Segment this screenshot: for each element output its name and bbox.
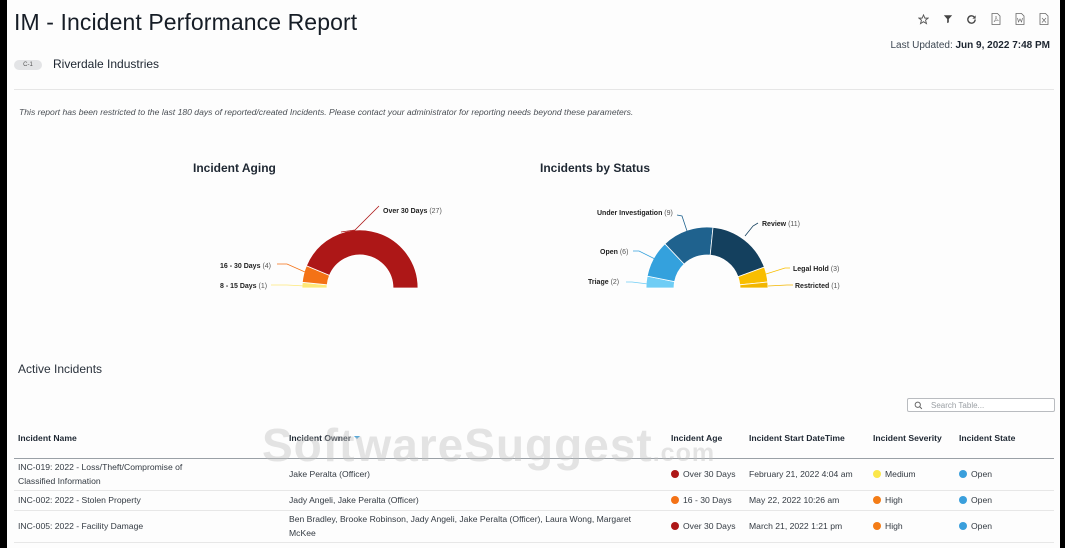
aging-label-over-30: Over 30 Days (27): [383, 208, 442, 215]
age-status-dot: [671, 522, 679, 530]
aging-label-8-15: 8 - 15 Days (1): [220, 283, 267, 290]
star-icon[interactable]: [917, 12, 930, 26]
table-row[interactable]: INC-019: 2022 - Loss/Theft/Compromise of…: [14, 458, 1054, 491]
incident-age: Over 30 Days: [667, 458, 745, 491]
status-label-legal-hold: Legal Hold (3): [793, 266, 839, 273]
word-icon[interactable]: [1013, 12, 1026, 26]
refresh-icon[interactable]: [965, 12, 978, 26]
company-name: Riverdale Industries: [53, 57, 160, 71]
status-donut: Under Investigation (9) Review (11) Open…: [588, 210, 840, 290]
incident-name[interactable]: INC-005: 2022 - Facility Damage: [14, 510, 285, 543]
active-incidents-title: Active Incidents: [18, 362, 103, 376]
aging-donut: Over 30 Days (27) 16 - 30 Days (4) 8 - 1…: [220, 205, 442, 290]
incident-owner: Ben Bradley, Brooke Robinson, Jady Angel…: [285, 510, 667, 543]
table-header-row: Incident Name Incident Owner Incident Ag…: [14, 418, 1054, 459]
incident-age: Over 30 Days: [667, 510, 745, 543]
incident-state: Open: [955, 458, 1054, 491]
last-updated-value: Jun 9, 2022 7:48 PM: [955, 40, 1051, 51]
status-chart-title: Incidents by Status: [540, 161, 651, 175]
severity-dot: [873, 496, 881, 504]
search-input[interactable]: [931, 400, 1051, 410]
column-header-incident-age[interactable]: Incident Age: [667, 418, 745, 459]
incident-start: March 21, 2022 1:21 pm: [745, 510, 869, 543]
column-header-incident-owner[interactable]: Incident Owner: [285, 418, 667, 459]
incident-severity: High: [869, 510, 955, 543]
incident-age: 16 - 30 Days: [667, 490, 745, 511]
status-slice-restricted[interactable]: [739, 281, 769, 289]
incident-state: Open: [955, 490, 1054, 511]
report-toolbar: [917, 12, 1050, 26]
incident-owner: Jady Angeli, Jake Peralta (Officer): [285, 490, 667, 511]
header-divider: [14, 89, 1054, 90]
incident-start: May 22, 2022 10:26 am: [745, 490, 869, 511]
sort-desc-icon: [354, 435, 361, 439]
incident-start: February 21, 2022 4:04 am: [745, 458, 869, 491]
company-badge: C-1: [14, 60, 42, 70]
last-updated-label: Last Updated:: [890, 40, 953, 51]
age-status-dot: [671, 496, 679, 504]
table-search[interactable]: [907, 398, 1055, 412]
state-dot: [959, 522, 967, 530]
incident-severity: Medium: [869, 458, 955, 491]
report-page: IM - Incident Performance Report Last Up…: [7, 0, 1060, 548]
incident-severity: High: [869, 490, 955, 511]
status-label-open: Open (6): [600, 249, 628, 256]
incident-name[interactable]: INC-019: 2022 - Loss/Theft/Compromise of…: [14, 458, 285, 491]
status-label-triage: Triage (2): [588, 279, 619, 286]
incident-state: Open: [955, 510, 1054, 543]
aging-slice-over-30[interactable]: [305, 229, 419, 289]
last-updated: Last Updated: Jun 9, 2022 7:48 PM: [890, 40, 1050, 51]
restriction-notice: This report has been restricted to the l…: [19, 107, 634, 117]
status-slice-review[interactable]: [709, 226, 765, 278]
charts-canvas: Over 30 Days (27) 16 - 30 Days (4) 8 - 1…: [220, 205, 840, 290]
status-label-restricted: Restricted (1): [795, 283, 840, 290]
search-icon: [914, 401, 923, 409]
column-header-severity[interactable]: Incident Severity: [869, 418, 955, 459]
state-dot: [959, 470, 967, 478]
aging-chart-title: Incident Aging: [193, 161, 276, 175]
aging-label-16-30: 16 - 30 Days (4): [220, 263, 271, 270]
pdf-icon[interactable]: [989, 12, 1002, 26]
table-row[interactable]: INC-005: 2022 - Facility Damage Ben Brad…: [14, 510, 1054, 543]
age-status-dot: [671, 470, 679, 478]
incident-name[interactable]: INC-002: 2022 - Stolen Property: [14, 490, 285, 511]
severity-dot: [873, 522, 881, 530]
column-header-state[interactable]: Incident State: [955, 418, 1054, 459]
filter-icon[interactable]: [941, 12, 954, 26]
severity-dot: [873, 470, 881, 478]
column-header-incident-name[interactable]: Incident Name: [14, 418, 285, 459]
status-label-review: Review (11): [762, 221, 800, 228]
active-incidents-table: Incident Name Incident Owner Incident Ag…: [14, 418, 1054, 543]
incident-owner: Jake Peralta (Officer): [285, 458, 667, 491]
table-row[interactable]: INC-002: 2022 - Stolen Property Jady Ang…: [14, 490, 1054, 511]
page-title: IM - Incident Performance Report: [14, 9, 358, 35]
state-dot: [959, 496, 967, 504]
column-header-start-datetime[interactable]: Incident Start DateTime: [745, 418, 869, 459]
excel-icon[interactable]: [1037, 12, 1050, 26]
status-label-under-investigation: Under Investigation (9): [597, 210, 673, 217]
